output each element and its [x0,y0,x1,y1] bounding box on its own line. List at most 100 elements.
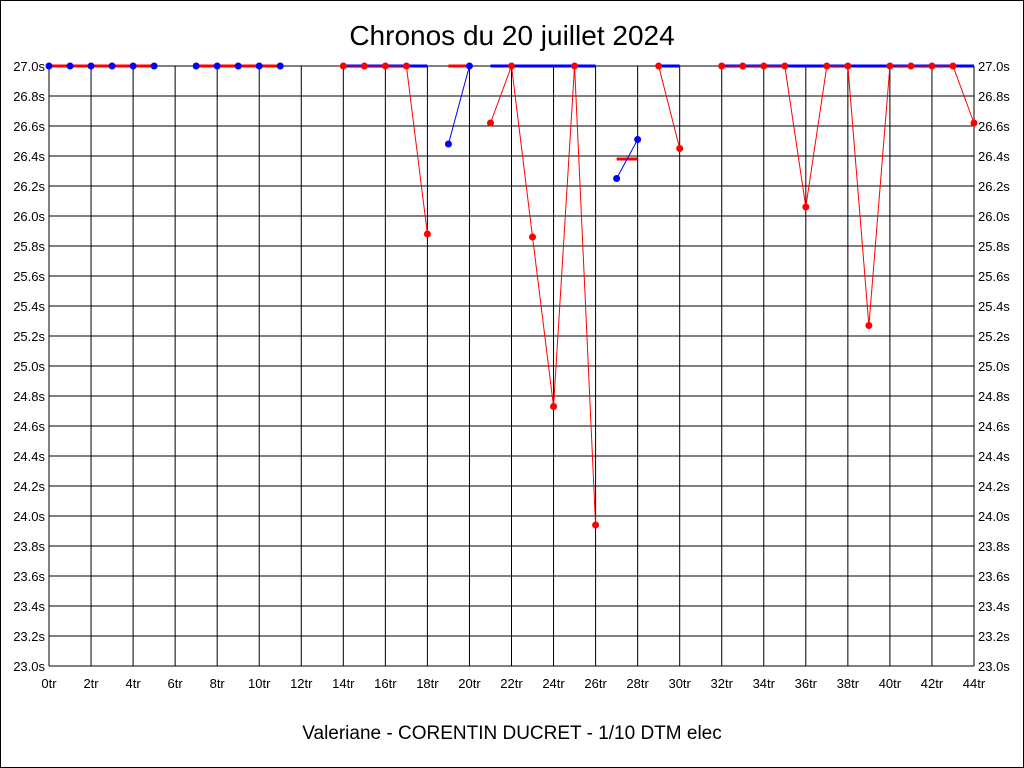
y-tick-label-right: 26.8s [978,89,1010,104]
y-tick-label-right: 26.2s [978,179,1010,194]
y-tick-label-left: 25.2s [13,329,45,344]
tick-labels: 0tr 2tr 4tr 6tr 8tr 10tr 12tr 14tr 16tr 18tr 20tr 2… [13,59,1010,691]
data-point [571,62,579,70]
data-point [823,62,831,70]
x-tick-label: 30tr [668,676,691,691]
data-point [129,62,137,70]
y-tick-label-left: 23.0s [13,659,45,674]
y-tick-label-left: 24.6s [13,419,45,434]
series-line [616,139,639,179]
data-point [865,322,873,329]
data-point [802,203,810,211]
x-tick-label: 20tr [458,676,481,691]
data-point [486,119,494,127]
x-tick-label: 4tr [126,676,142,691]
y-tick-label-left: 25.8s [13,239,45,254]
data-point [634,136,642,143]
x-tick-label: 44tr [963,676,986,691]
y-tick-label-left: 25.0s [13,359,45,374]
data-point [844,62,852,70]
data-point [213,62,221,70]
data-point [381,62,389,70]
data-point [444,140,452,148]
grid [48,65,975,667]
y-tick-label-right: 25.6s [978,269,1010,284]
data-point [66,62,74,70]
data-point [339,62,347,70]
series-line [447,65,470,145]
data-point [276,62,284,70]
y-tick-label-left: 23.6s [13,569,45,584]
data-point [676,145,684,152]
y-tick-label-left: 26.2s [13,179,45,194]
x-tick-label: 6tr [168,676,184,691]
data-point [87,62,95,70]
data-point [360,62,368,70]
x-tick-label: 28tr [626,676,649,691]
data-point [234,62,242,70]
data-point [760,62,768,70]
x-tick-label: 32tr [711,676,734,691]
data-point [423,230,431,238]
data-point [402,62,410,70]
y-tick-label-right: 24.8s [978,389,1010,404]
y-tick-label-left: 25.4s [13,299,45,314]
y-tick-label-right: 23.6s [978,569,1010,584]
y-tick-label-right: 24.0s [978,509,1010,524]
x-tick-label: 22tr [500,676,523,691]
x-tick-label: 16tr [374,676,397,691]
y-tick-label-left: 23.4s [13,599,45,614]
y-tick-label-left: 27.0s [13,59,45,74]
data-point [655,62,663,70]
data-point [613,175,621,182]
y-tick-label-left: 23.2s [13,629,45,644]
data-point [150,62,158,70]
x-tick-label: 18tr [416,676,439,691]
data-point [718,62,726,70]
data-point [907,62,915,70]
x-tick-label: 14tr [332,676,355,691]
data-point [949,62,957,70]
x-tick-label: 10tr [248,676,271,691]
y-tick-label-right: 25.8s [978,239,1010,254]
data-point [550,403,558,410]
y-tick-label-right: 25.2s [978,329,1010,344]
y-tick-label-left: 23.8s [13,539,45,554]
y-tick-label-right: 24.6s [978,419,1010,434]
series-line [490,65,597,526]
data-point [108,62,116,70]
data-point [739,62,747,70]
y-tick-label-right: 23.8s [978,539,1010,554]
data-point [781,62,789,70]
x-tick-label: 8tr [210,676,226,691]
data-points [45,62,978,529]
y-tick-label-left: 25.6s [13,269,45,284]
series-line [658,65,681,149]
data-point [970,119,978,127]
y-tick-label-left: 24.2s [13,479,45,494]
y-tick-label-left: 26.6s [13,119,45,134]
data-point [529,233,537,241]
chart-title: Chronos du 20 juillet 2024 [349,20,674,51]
y-tick-label-left: 26.8s [13,89,45,104]
x-tick-label: 24tr [542,676,565,691]
x-tick-label: 36tr [795,676,818,691]
y-tick-label-right: 23.4s [978,599,1010,614]
y-tick-label-left: 24.8s [13,389,45,404]
x-tick-label: 0tr [41,676,57,691]
x-tick-label: 12tr [290,676,313,691]
x-tick-label: 34tr [753,676,776,691]
data-point [465,62,473,70]
y-tick-label-right: 26.0s [978,209,1010,224]
y-tick-label-right: 25.4s [978,299,1010,314]
y-tick-label-right: 27.0s [978,59,1010,74]
x-tick-label: 42tr [921,676,944,691]
y-tick-label-right: 26.4s [978,149,1010,164]
y-tick-label-left: 24.4s [13,449,45,464]
data-point [508,62,515,70]
chart-subtitle: Valeriane - CORENTIN DUCRET - 1/10 DTM e… [302,723,722,744]
y-tick-label-right: 24.2s [978,479,1010,494]
x-tick-label: 2tr [83,676,99,691]
y-tick-label-right: 23.0s [978,659,1010,674]
